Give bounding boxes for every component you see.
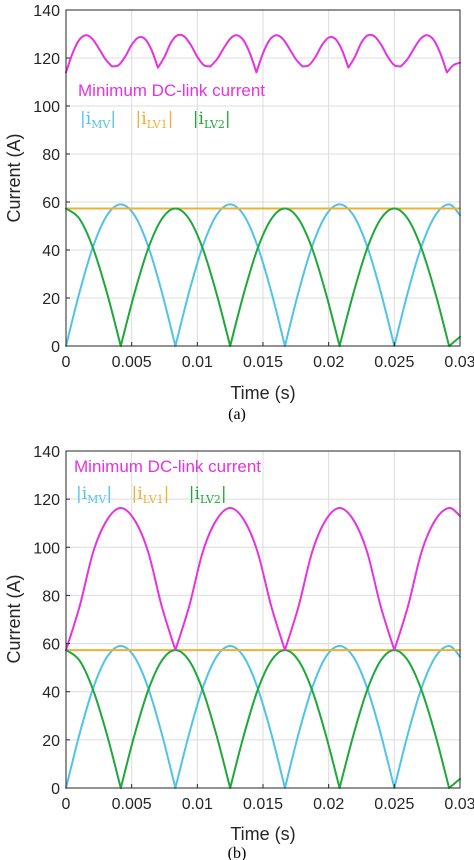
x-axis-label-b: Time (s): [230, 824, 295, 844]
series-mv-line-b: [65, 644, 461, 789]
legend-a: |iMV| |iLV1| |iLV2|: [80, 109, 231, 131]
x-tick-label-a-0: 0: [62, 354, 71, 371]
x-tick-label-a-1: 0.005: [112, 354, 152, 371]
x-ticks-b: 0 0.005 0.01 0.015 0.02 0.025 0.03: [62, 784, 474, 813]
legend-mv-a: |iMV|: [80, 109, 116, 131]
legend-lv2-b: |iLV2|: [189, 484, 227, 506]
series-min-line-a: [65, 33, 461, 74]
series-min-line-b: [65, 507, 461, 652]
x-tick-label-a-5: 0.025: [374, 354, 414, 371]
y-tick-label-a-2: 40: [42, 243, 60, 260]
y-tick-label-b-7: 140: [33, 444, 60, 461]
x-axis-label-a: Time (s): [230, 383, 295, 403]
y-tick-label-a-1: 20: [42, 291, 60, 308]
panel-label-b: (b): [228, 845, 247, 860]
y-ticks-a: 0 20 40 60 80 100 120 140: [33, 3, 70, 356]
legend-b: |iMV| |iLV1| |iLV2|: [76, 484, 227, 506]
x-tick-label-a-4: 0.02: [313, 354, 344, 371]
y-tick-label-b-0: 0: [51, 781, 60, 798]
y-tick-label-a-5: 100: [33, 99, 60, 116]
y-tick-label-b-6: 120: [33, 492, 60, 509]
x-tick-label-b-2: 0.01: [182, 796, 213, 813]
y-tick-label-a-0: 0: [51, 339, 60, 356]
x-tick-label-a-2: 0.01: [182, 354, 213, 371]
y-tick-label-a-6: 120: [33, 51, 60, 68]
legend-mv-b: |iMV|: [76, 484, 112, 506]
legend-lv2-a: |iLV2|: [193, 109, 231, 131]
series-mv-line-a: [65, 203, 461, 347]
x-tick-label-a-3: 0.015: [243, 354, 283, 371]
x-tick-label-b-1: 0.005: [112, 796, 152, 813]
series-a: [65, 33, 461, 347]
x-tick-label-b-4: 0.02: [313, 796, 344, 813]
y-tick-label-a-3: 60: [42, 195, 60, 212]
y-tick-label-b-1: 20: [42, 733, 60, 750]
x-tick-label-b-0: 0: [62, 796, 71, 813]
x-tick-label-a-6: 0.03: [444, 354, 474, 371]
y-tick-label-b-3: 60: [42, 637, 60, 654]
x-tick-label-b-3: 0.015: [243, 796, 283, 813]
series-lv2-line-a: [65, 207, 461, 347]
chart-panel-a: 0 0.005 0.01 0.015 0.02 0.025 0.03 0 20 40 60 80 10…: [4, 3, 474, 423]
y-axis-label-a: Current (A): [4, 133, 24, 222]
y-axis-label-b: Current (A): [4, 574, 24, 663]
panel-label-a: (a): [228, 406, 246, 423]
y-tick-label-a-7: 140: [33, 3, 60, 20]
y-tick-label-a-4: 80: [42, 147, 60, 164]
x-ticks-a: 0 0.005 0.01 0.015 0.02 0.025 0.03: [62, 342, 474, 371]
series-b: [65, 507, 461, 789]
legend-lv1-a: |iLV1|: [136, 109, 174, 131]
annotation-b: Minimum DC-link current: [74, 457, 261, 476]
legend-lv1-b: |iLV1|: [132, 484, 170, 506]
y-tick-label-b-4: 80: [42, 588, 60, 605]
x-tick-label-b-5: 0.025: [374, 796, 414, 813]
y-ticks-b: 0 20 40 60 80 100 120 140: [33, 444, 70, 798]
y-tick-label-b-5: 100: [33, 540, 60, 557]
x-tick-label-b-6: 0.03: [444, 796, 474, 813]
chart-panel-b: 0 0.005 0.01 0.015 0.02 0.025 0.03 0 20 40 60 80 10…: [4, 444, 474, 860]
annotation-a: Minimum DC-link current: [78, 81, 265, 100]
y-tick-label-b-2: 40: [42, 685, 60, 702]
